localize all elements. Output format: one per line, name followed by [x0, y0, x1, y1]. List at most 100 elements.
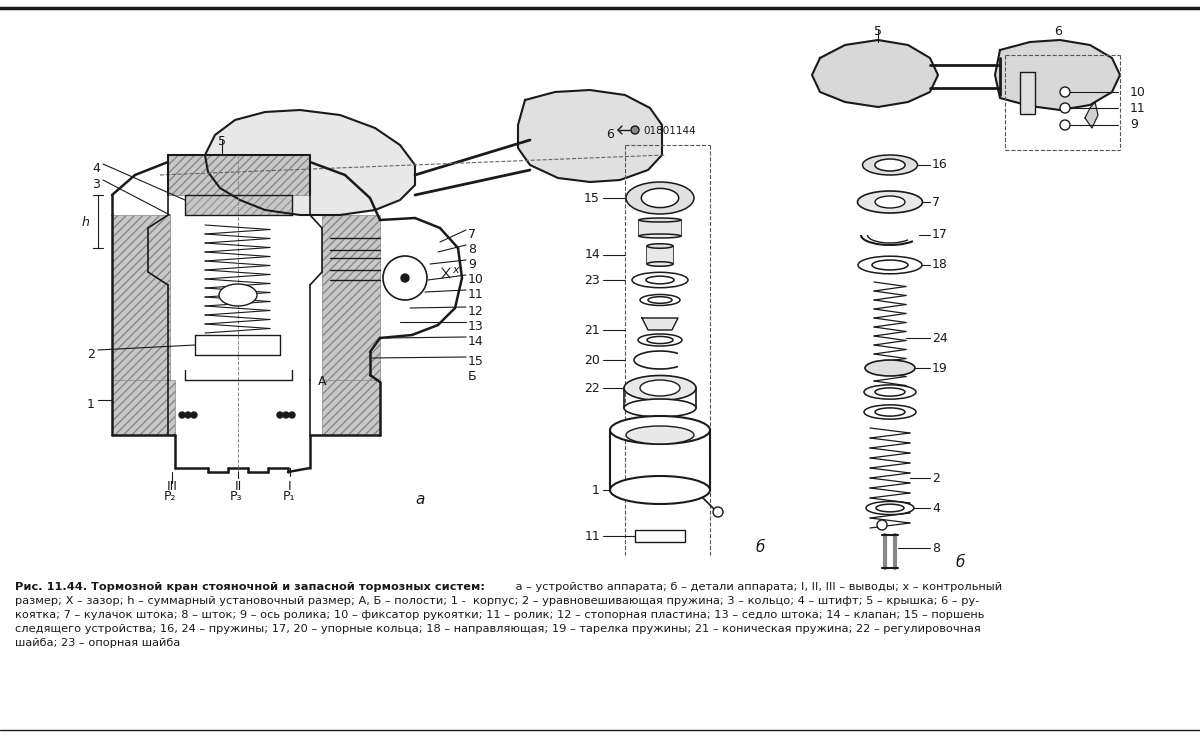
Ellipse shape [872, 260, 908, 270]
Ellipse shape [640, 380, 680, 396]
Text: 21: 21 [584, 323, 600, 337]
Circle shape [277, 412, 283, 418]
Ellipse shape [864, 405, 916, 419]
Polygon shape [642, 318, 678, 330]
Text: 9: 9 [468, 258, 476, 271]
Bar [647, 246, 673, 264]
Text: III: III [167, 480, 178, 493]
Text: 15: 15 [468, 355, 484, 368]
Ellipse shape [866, 501, 914, 514]
Ellipse shape [647, 337, 673, 344]
Text: 6: 6 [606, 128, 614, 141]
Bar [1020, 72, 1034, 114]
Text: 24: 24 [932, 331, 948, 345]
Text: 10: 10 [468, 273, 484, 286]
Ellipse shape [640, 218, 682, 222]
Circle shape [631, 126, 640, 134]
Text: 5: 5 [218, 135, 226, 148]
Ellipse shape [646, 276, 674, 284]
Circle shape [1060, 87, 1070, 97]
Text: б: б [755, 540, 764, 555]
Circle shape [283, 412, 289, 418]
Polygon shape [518, 90, 662, 182]
Text: h: h [82, 215, 89, 229]
Text: 11: 11 [1130, 102, 1146, 114]
Text: 1: 1 [592, 483, 600, 497]
Ellipse shape [220, 284, 257, 306]
Circle shape [713, 507, 722, 517]
Text: следящего устройства; 16, 24 – пружины; 17, 20 – упорные кольца; 18 – направляющ: следящего устройства; 16, 24 – пружины; … [14, 624, 980, 634]
Text: 2: 2 [932, 472, 940, 485]
Circle shape [401, 274, 409, 282]
Text: 4: 4 [932, 502, 940, 514]
Text: 18: 18 [932, 258, 948, 272]
Ellipse shape [624, 399, 696, 417]
Ellipse shape [875, 388, 905, 396]
Text: Рис. 11.44.: Рис. 11.44. [14, 582, 88, 592]
Circle shape [877, 520, 887, 530]
Ellipse shape [640, 234, 682, 238]
Circle shape [1060, 120, 1070, 130]
Ellipse shape [626, 426, 694, 444]
Ellipse shape [610, 416, 710, 444]
Ellipse shape [858, 256, 922, 274]
Text: 19: 19 [932, 362, 948, 374]
Text: 14: 14 [468, 335, 484, 348]
Text: 7: 7 [468, 228, 476, 241]
Text: 10: 10 [1130, 86, 1146, 98]
Text: P₁: P₁ [283, 490, 295, 503]
Text: 1: 1 [88, 398, 95, 411]
Text: 14: 14 [584, 249, 600, 261]
Ellipse shape [610, 476, 710, 504]
Ellipse shape [647, 262, 673, 266]
Bar [112, 215, 170, 435]
Text: 2: 2 [88, 348, 95, 361]
Text: 11: 11 [468, 288, 484, 301]
Text: размер; Х – зазор; h – суммарный установочный размер; А, Б – полости; 1 -  корпу: размер; Х – зазор; h – суммарный установ… [14, 596, 979, 606]
Bar [185, 195, 292, 215]
Polygon shape [1085, 102, 1098, 128]
Ellipse shape [875, 159, 905, 171]
Circle shape [383, 256, 427, 300]
Text: 4: 4 [92, 162, 100, 175]
Ellipse shape [876, 504, 904, 512]
Ellipse shape [858, 191, 923, 213]
Text: 15: 15 [584, 191, 600, 204]
Ellipse shape [648, 297, 672, 303]
Text: 5: 5 [874, 25, 882, 38]
Text: II: II [234, 480, 241, 493]
Ellipse shape [864, 384, 916, 399]
Ellipse shape [647, 244, 673, 248]
Text: P₃: P₃ [229, 490, 242, 503]
Ellipse shape [641, 188, 679, 207]
Ellipse shape [640, 294, 680, 306]
Circle shape [191, 412, 197, 418]
Ellipse shape [865, 360, 916, 376]
Text: 01801144: 01801144 [643, 126, 696, 136]
Text: a: a [415, 492, 425, 507]
Text: А: А [318, 375, 326, 388]
Text: 8: 8 [468, 243, 476, 256]
Text: 20: 20 [584, 354, 600, 367]
Text: б: б [955, 555, 965, 570]
Polygon shape [995, 40, 1120, 110]
Circle shape [179, 412, 185, 418]
Text: 9: 9 [1130, 119, 1138, 131]
Bar [168, 155, 310, 195]
Circle shape [185, 412, 191, 418]
Polygon shape [205, 110, 415, 215]
Text: 8: 8 [932, 542, 940, 554]
Text: 7: 7 [932, 196, 940, 209]
Ellipse shape [875, 196, 905, 208]
Bar [322, 215, 380, 380]
Circle shape [289, 412, 295, 418]
Ellipse shape [863, 155, 918, 175]
Text: Тормозной кран стояночной и запасной тормозных систем:: Тормозной кран стояночной и запасной тор… [88, 582, 485, 592]
Bar [322, 380, 380, 435]
Bar [640, 220, 682, 236]
Polygon shape [812, 40, 938, 107]
Ellipse shape [626, 182, 694, 214]
Text: х: х [452, 265, 458, 275]
Text: 6: 6 [1054, 25, 1062, 38]
Text: 3: 3 [92, 178, 100, 191]
